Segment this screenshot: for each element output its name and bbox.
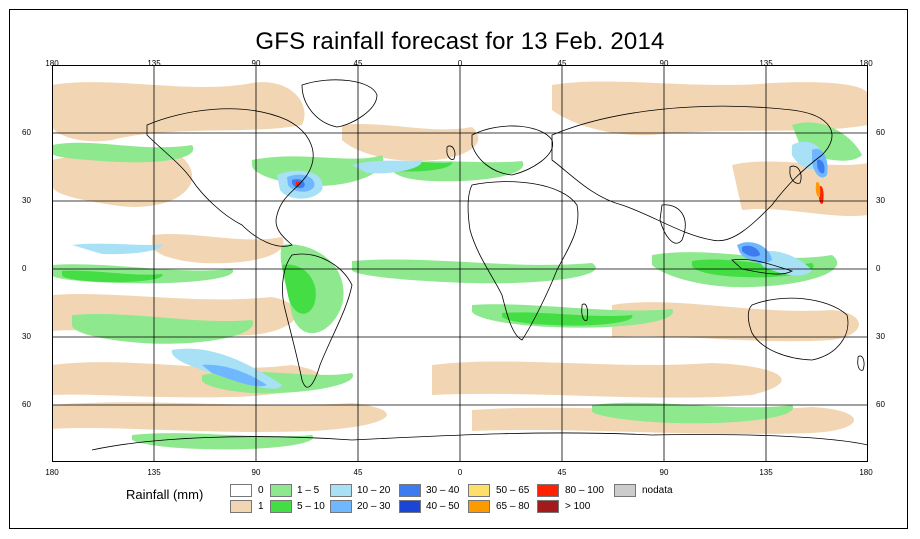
- lon-tick-top: 180: [859, 59, 873, 68]
- lat-tick-left: 60: [22, 128, 31, 137]
- lat-tick-right: 30: [876, 332, 885, 341]
- legend-label: 10 – 20: [357, 485, 391, 496]
- figure-frame: [9, 9, 908, 529]
- rainfall-map: [52, 65, 868, 462]
- legend-label: 65 – 80: [496, 501, 530, 512]
- legend-swatch-7: [399, 500, 421, 513]
- lon-tick-top: 45: [353, 59, 363, 68]
- lat-tick-right: 0: [876, 264, 881, 273]
- rain-30-50mm-areas: [292, 159, 825, 257]
- lon-tick-bottom: 135: [759, 468, 773, 477]
- legend-swatch-3: [270, 500, 292, 513]
- coastlines: [91, 79, 868, 451]
- lon-tick-top: 135: [147, 59, 161, 68]
- lon-tick-bottom: 0: [457, 468, 463, 477]
- lon-tick-bottom: 180: [45, 468, 59, 477]
- lon-tick-bottom: 90: [251, 468, 261, 477]
- lon-tick-top: 90: [251, 59, 261, 68]
- lon-tick-top: 45: [557, 59, 567, 68]
- lon-tick-top: 135: [759, 59, 773, 68]
- legend-label: 80 – 100: [565, 485, 604, 496]
- lon-tick-top: 90: [659, 59, 669, 68]
- legend-swatch-9: [468, 500, 490, 513]
- legend-label: 30 – 40: [426, 485, 460, 496]
- legend-label: 1: [258, 501, 264, 512]
- legend-swatch-4: [330, 484, 352, 497]
- graticule: [52, 65, 868, 462]
- legend-swatch-0: [230, 484, 252, 497]
- lon-tick-bottom: 135: [147, 468, 161, 477]
- legend-title: Rainfall (mm): [126, 487, 204, 502]
- legend-swatch-11: [537, 500, 559, 513]
- legend-swatch-12: [614, 484, 636, 497]
- legend-label: 5 – 10: [297, 501, 325, 512]
- lon-tick-bottom: 180: [859, 468, 873, 477]
- legend-swatch-2: [270, 484, 292, 497]
- legend-swatch-10: [537, 484, 559, 497]
- legend-label: nodata: [642, 485, 673, 496]
- legend-label: 50 – 65: [496, 485, 530, 496]
- map-title: GFS rainfall forecast for 13 Feb. 2014: [255, 28, 665, 55]
- lat-tick-right: 60: [876, 128, 885, 137]
- lon-tick-top: 180: [45, 59, 59, 68]
- legend-label: > 100: [565, 501, 591, 512]
- map-border: [52, 65, 868, 462]
- legend-label: 0: [258, 485, 264, 496]
- legend-swatch-1: [230, 500, 252, 513]
- legend-swatch-8: [468, 484, 490, 497]
- legend-label: 40 – 50: [426, 501, 460, 512]
- lat-tick-right: 60: [876, 400, 885, 409]
- lon-tick-top: 0: [457, 59, 463, 68]
- lon-tick-bottom: 45: [353, 468, 363, 477]
- rain-65-80mm-areas: [815, 181, 821, 198]
- lat-tick-left: 0: [22, 264, 27, 273]
- legend-label: 20 – 30: [357, 501, 391, 512]
- legend-swatch-6: [399, 484, 421, 497]
- lat-tick-left: 30: [22, 196, 31, 205]
- lon-tick-bottom: 90: [659, 468, 669, 477]
- legend-label: 1 – 5: [297, 485, 320, 496]
- lat-tick-left: 60: [22, 400, 31, 409]
- lat-tick-right: 30: [876, 196, 885, 205]
- lon-tick-bottom: 45: [557, 468, 567, 477]
- lat-tick-left: 30: [22, 332, 31, 341]
- legend-swatch-5: [330, 500, 352, 513]
